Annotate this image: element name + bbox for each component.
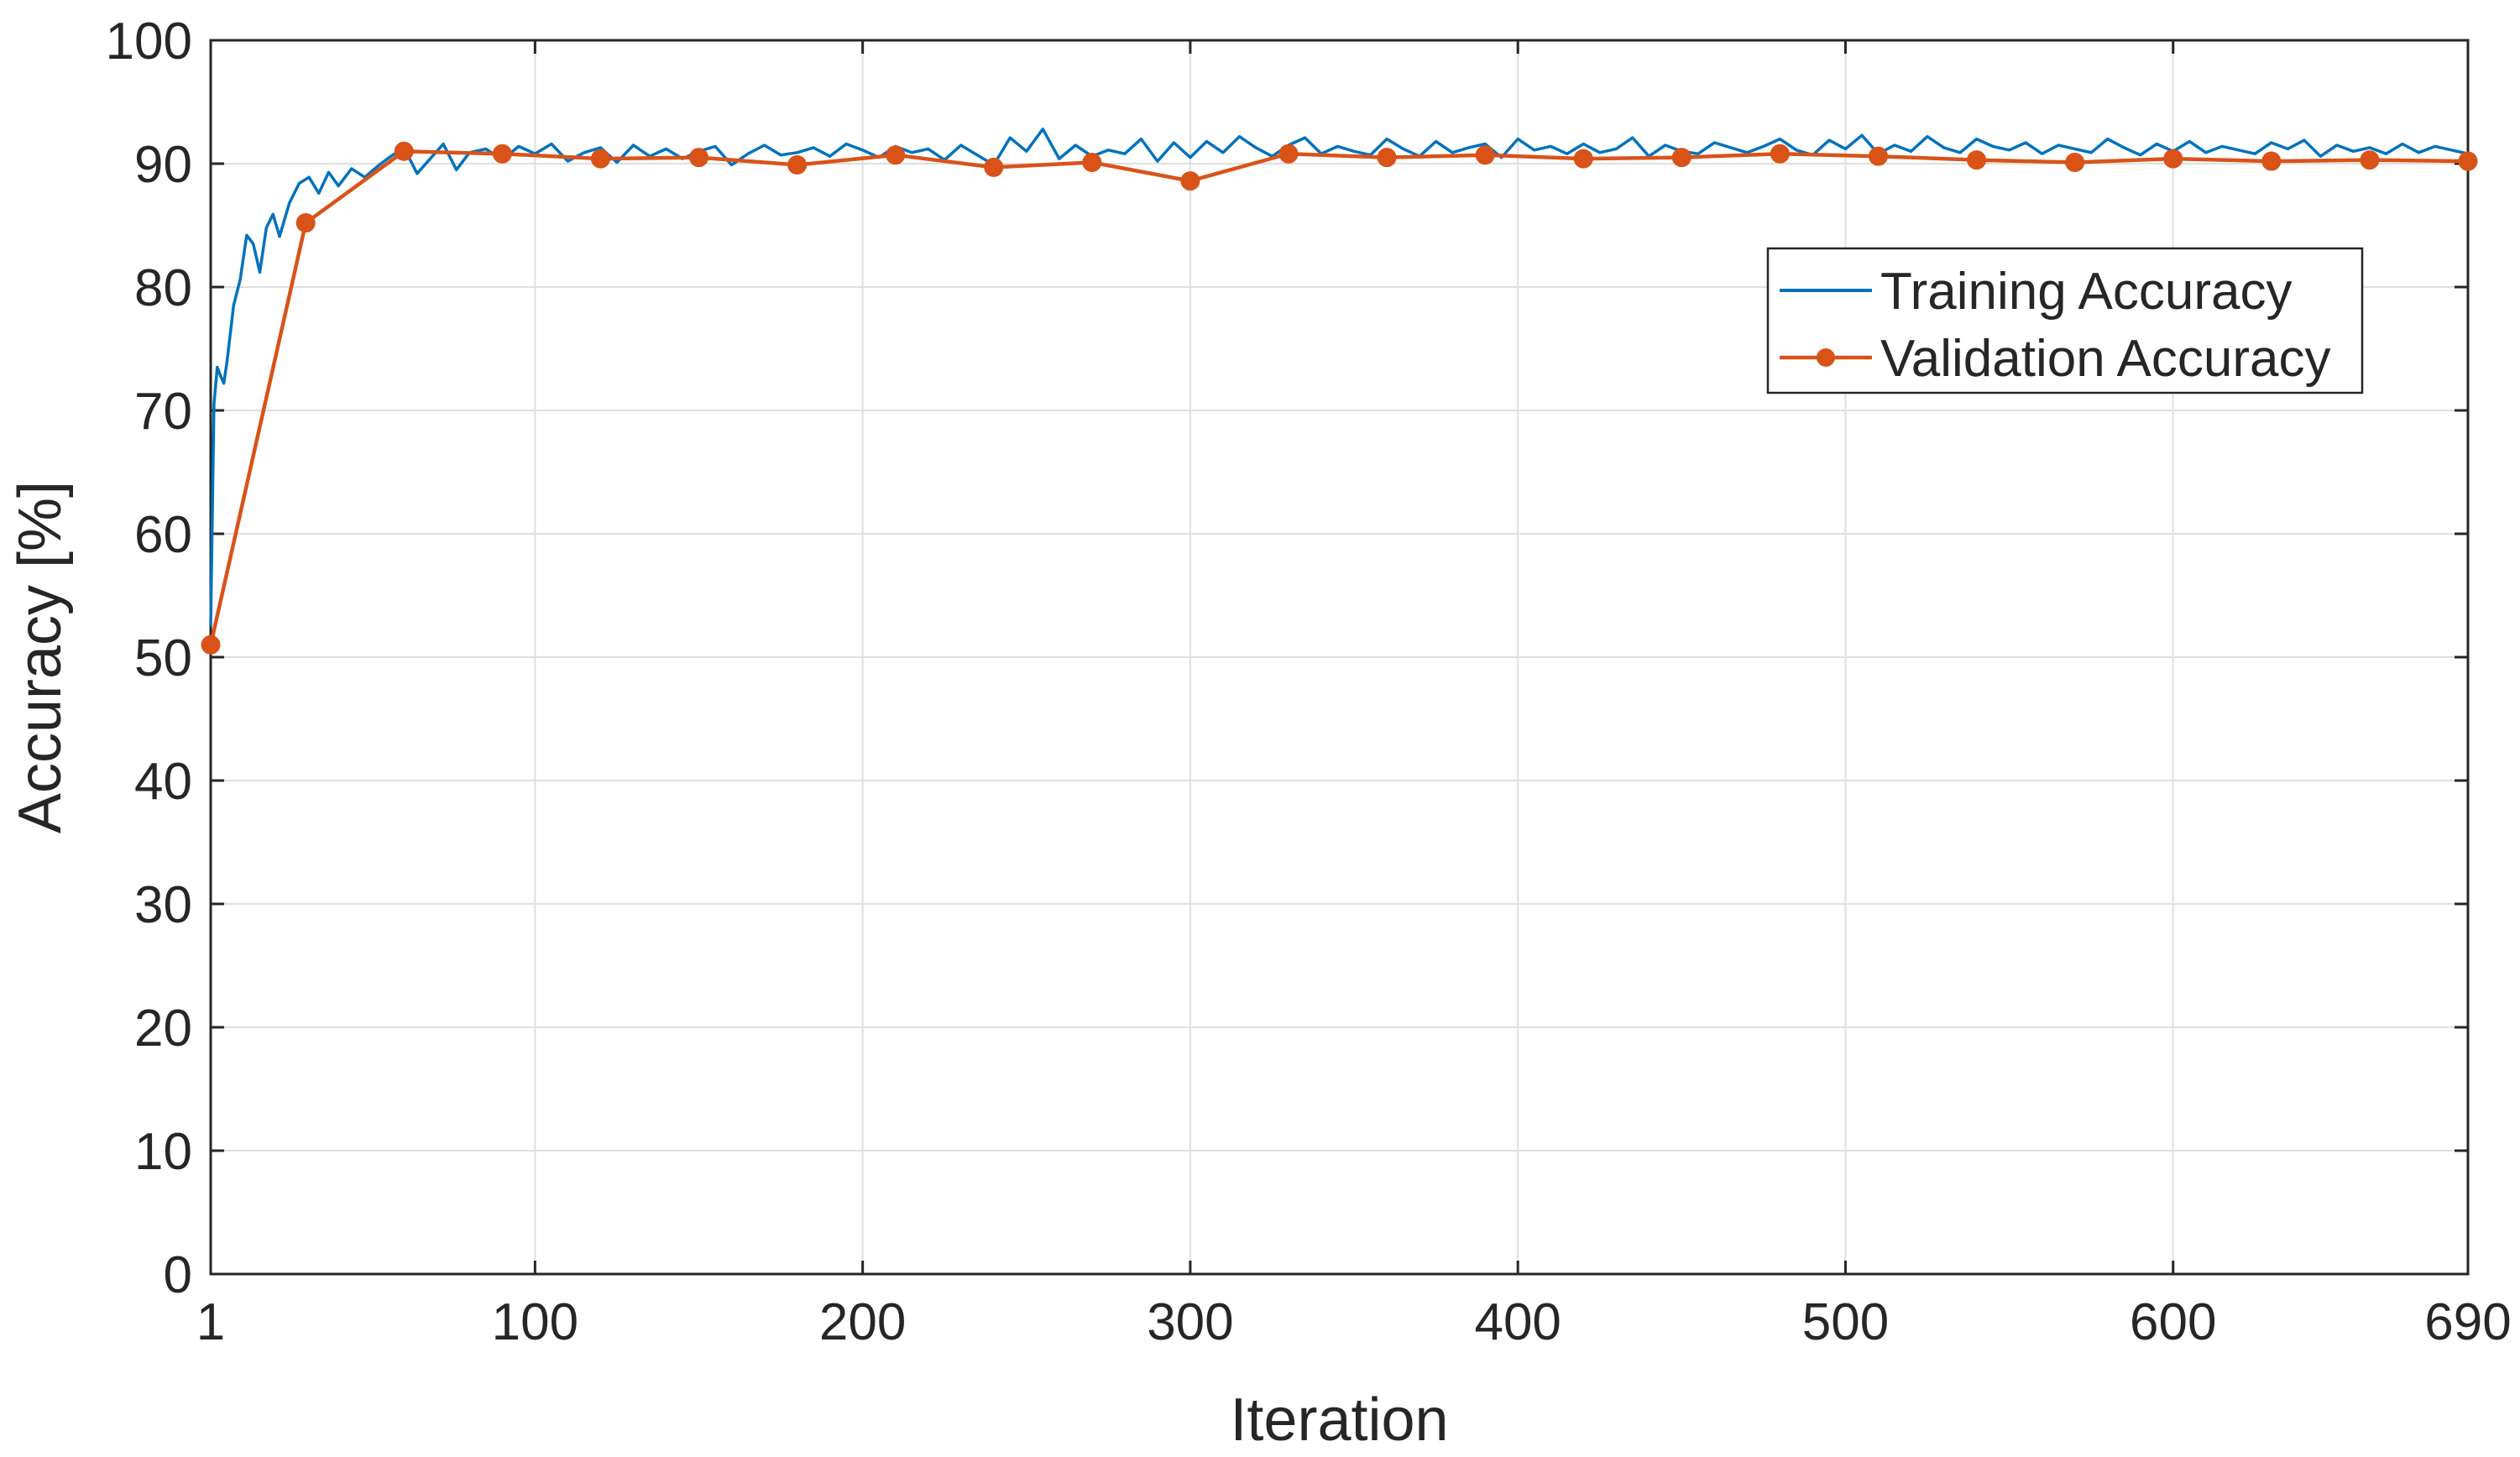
validation-point [295,213,316,233]
y-tick-label: 60 [134,506,192,564]
validation-point [689,148,709,168]
legend-box [1766,247,2364,394]
y-axis-label: Accuracy [%] [7,481,74,833]
legend-label-validation: Validation Accuracy [1880,330,2330,388]
grid-lines [210,39,2469,1275]
series-line-training [209,128,2469,627]
y-tick-label: 40 [134,753,192,811]
validation-point [2163,149,2183,169]
validation-point [1869,146,1889,166]
validation-point [201,634,221,655]
legend: Training Accuracy Validation Accuracy [1766,247,2364,394]
validation-point [1967,150,1987,170]
y-tick-label: 30 [134,876,192,934]
validation-point [787,154,808,175]
y-tick-label: 90 [134,136,192,194]
validation-point [984,157,1004,177]
y-tick-label: 50 [134,629,192,687]
validation-point [1671,148,1691,168]
y-tick-label: 70 [134,383,192,441]
validation-point [1573,149,1593,169]
validation-point [2065,153,2085,173]
validation-point [1475,145,1495,165]
plot-area [201,128,2478,655]
validation-point [1770,144,1790,164]
y-tick-label: 80 [134,259,192,317]
validation-point [590,149,610,169]
y-tick-label: 10 [134,1123,192,1181]
series-line-validation [208,149,2469,645]
x-tick-label: 400 [1474,1293,1561,1351]
x-tick-label: 300 [1147,1293,1233,1351]
validation-point [1377,148,1397,168]
legend-label-training: Training Accuracy [1880,263,2292,321]
x-axis-label: Iteration [1230,1386,1448,1454]
validation-point [2458,151,2478,171]
tick-labels: 1 100 200 300 400 500 600 690 0 10 20 30 40 50 60 70 80 9… [106,13,2512,1351]
x-tick-label: 690 [2424,1293,2511,1351]
x-tick-label: 600 [2130,1293,2216,1351]
validation-point [2261,151,2282,171]
legend-marker-validation [1817,348,1835,367]
validation-point [394,141,414,161]
y-tick-label: 20 [134,1000,192,1058]
validation-point [1180,171,1200,191]
x-tick-label: 200 [819,1293,906,1351]
x-tick-label: 500 [1802,1293,1889,1351]
y-tick-label: 0 [164,1246,192,1304]
y-tick-label: 100 [106,13,192,70]
axis-box [209,39,2470,1276]
validation-point [2360,150,2380,170]
validation-point [1082,153,1102,173]
validation-point [492,144,512,164]
axes [209,39,2470,1276]
x-tick-label: 1 [196,1293,225,1351]
x-tick-label: 100 [492,1293,578,1351]
validation-point [1278,144,1299,164]
validation-point [886,145,906,165]
